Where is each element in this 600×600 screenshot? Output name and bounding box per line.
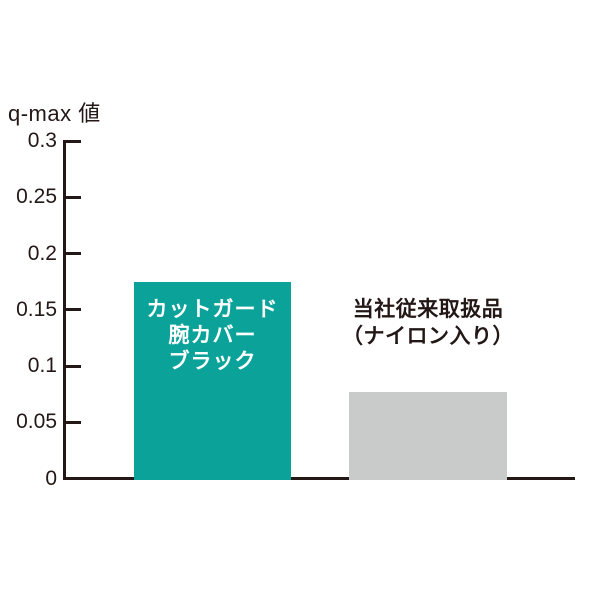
y-axis-tick-label: 0.05: [16, 410, 57, 434]
y-axis-tick: [66, 364, 81, 368]
bar-label-line: 腕カバー: [168, 323, 257, 347]
y-axis-tick-label: 0: [45, 466, 57, 490]
bar-label: カットガード 腕カバー ブラック: [134, 297, 291, 375]
y-axis-tick: [66, 195, 81, 199]
bar: カットガード 腕カバー ブラック: [134, 281, 291, 480]
y-axis-tick: [66, 139, 81, 143]
bar-label-line: カットガード: [146, 297, 279, 321]
y-axis-tick-label: 0.15: [16, 297, 57, 321]
y-axis-line: [63, 140, 66, 480]
y-axis-tick: [66, 420, 81, 424]
y-axis-tick: [66, 252, 81, 255]
y-axis-tick-label: 0.1: [27, 354, 57, 377]
y-axis-tick-label: 0.2: [27, 241, 57, 265]
bar-label-line: 当社従来取扱品: [352, 298, 504, 321]
bar-label-line: ブラック: [168, 349, 257, 373]
x-axis-line: [63, 477, 575, 480]
y-axis-title: q-max 値: [8, 101, 101, 126]
bar-label-line: （ナイロン入り）: [342, 325, 514, 348]
y-axis-tick-label: 0.3: [27, 129, 57, 152]
bar-label: 当社従来取扱品 （ナイロン入り）: [338, 296, 518, 350]
y-axis-tick: [66, 308, 81, 312]
y-axis-tick-label: 0.25: [16, 185, 57, 209]
bar: [349, 391, 507, 480]
